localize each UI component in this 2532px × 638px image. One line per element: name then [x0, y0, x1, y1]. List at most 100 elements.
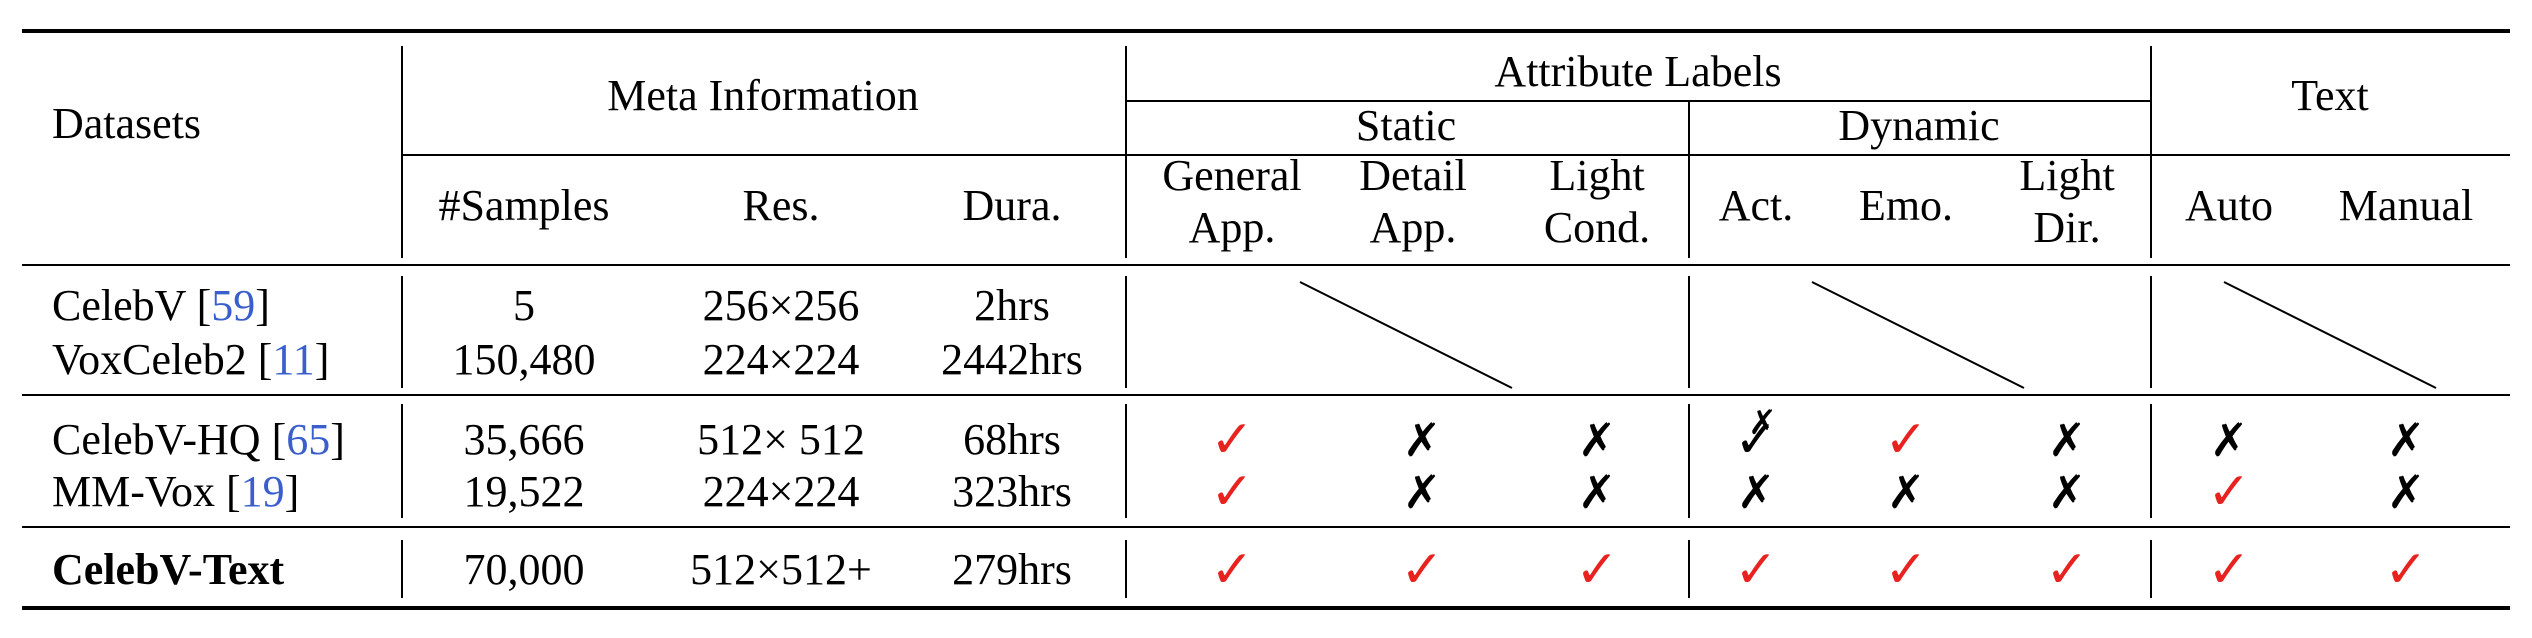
static-dynamic-separator — [1688, 100, 1690, 258]
res-cell: 256×256 — [702, 281, 860, 330]
dataset-name: CelebV-HQ — [52, 415, 272, 464]
header-general-app-line2: App. — [1188, 203, 1276, 252]
bottom-rule — [22, 606, 2510, 610]
check-mark-icon: ✓ — [1884, 410, 1928, 470]
attribute-text-separator — [2150, 404, 2152, 518]
header-res: Res. — [742, 181, 820, 230]
header-samples: #Samples — [438, 181, 610, 230]
datasets-column-separator — [401, 404, 403, 518]
header-light-dir: Light Dir. — [2019, 150, 2114, 254]
citation-link[interactable]: 65 — [286, 415, 331, 464]
meta-column-separator — [1125, 540, 1127, 598]
cross-mark-icon: ✗ — [1402, 413, 1442, 467]
attribute-labels-underline — [1126, 100, 2150, 102]
res-cell: 224×224 — [702, 467, 860, 516]
static-dynamic-separator — [1688, 276, 1690, 388]
header-bottom-rule — [22, 264, 2510, 266]
header-datasets: Datasets — [52, 99, 202, 148]
attribute-text-separator — [2150, 540, 2152, 598]
header-meta-information: Meta Information — [607, 71, 919, 120]
check-mark-icon: ✓ — [1400, 540, 1444, 600]
partial-check-icon: ✓ ✗ — [1734, 403, 1778, 470]
check-mark-icon: ✓ — [2384, 540, 2428, 600]
header-detail-app-line2: App. — [1369, 203, 1457, 252]
header-light-dir-line2: Dir. — [2033, 203, 2101, 252]
citation-link[interactable]: 59 — [211, 281, 256, 330]
dataset-name-mm-vox: MM-Vox [19] — [52, 467, 300, 516]
static-dynamic-separator — [1688, 540, 1690, 598]
header-detail-app: Detail App. — [1359, 150, 1467, 254]
check-mark-icon: ✓ — [2207, 540, 2251, 600]
check-mark-icon: ✓ — [1575, 540, 1619, 600]
dura-cell: 323hrs — [952, 467, 1072, 516]
header-auto: Auto — [2185, 181, 2273, 230]
samples-cell: 5 — [513, 281, 535, 330]
check-mark-icon: ✓ — [1210, 462, 1254, 522]
dataset-name-celebv-text: CelebV-Text — [52, 545, 285, 594]
dataset-name-celebv-hq: CelebV-HQ [65] — [52, 415, 345, 464]
cross-mark-icon: ✗ — [2209, 413, 2249, 467]
meta-column-separator — [1125, 276, 1127, 388]
group1-bottom-rule — [22, 394, 2510, 396]
header-text: Text — [2291, 71, 2369, 120]
dataset-name: VoxCeleb2 — [52, 335, 258, 384]
header-general-app-line1: General — [1162, 151, 1302, 200]
samples-cell: 35,666 — [463, 415, 585, 464]
check-mark-icon: ✓ — [2045, 540, 2089, 600]
partial-cross-stroke-icon: ✗ — [1748, 403, 1777, 443]
cross-mark-icon: ✗ — [2047, 465, 2087, 519]
cross-mark-icon: ✗ — [2047, 413, 2087, 467]
attribute-text-separator — [2150, 276, 2152, 388]
citation-link[interactable]: 11 — [272, 335, 315, 384]
header-act: Act. — [1718, 181, 1794, 230]
cross-mark-icon: ✗ — [1736, 465, 1776, 519]
group-header-underline — [402, 154, 2510, 156]
dataset-name-celebv: CelebV [59] — [52, 281, 270, 330]
cross-mark-icon: ✗ — [1886, 465, 1926, 519]
header-emo: Emo. — [1858, 181, 1954, 230]
header-static: Static — [1355, 101, 1457, 150]
datasets-column-separator — [401, 276, 403, 388]
dura-cell: 279hrs — [952, 545, 1072, 594]
meta-column-separator — [1125, 404, 1127, 518]
dataset-name: CelebV — [52, 281, 197, 330]
header-light-cond: Light Cond. — [1544, 150, 1650, 254]
check-mark-icon: ✓ — [1884, 540, 1928, 600]
header-light-cond-line1: Light — [1549, 151, 1645, 200]
dura-cell: 2442hrs — [941, 335, 1083, 384]
dura-cell: 68hrs — [963, 415, 1061, 464]
res-cell: 512×512+ — [690, 545, 872, 594]
samples-cell: 70,000 — [463, 545, 585, 594]
header-general-app: General App. — [1162, 150, 1301, 254]
header-detail-app-line1: Detail — [1359, 151, 1467, 200]
check-mark-icon: ✓ — [2207, 462, 2251, 522]
dataset-name: MM-Vox — [52, 467, 227, 516]
static-dynamic-separator — [1688, 404, 1690, 518]
check-mark-icon: ✓ — [1210, 410, 1254, 470]
dynamic-na-diagonal — [1811, 281, 2025, 389]
samples-cell: 19,522 — [463, 467, 585, 516]
static-na-diagonal — [1299, 281, 1513, 389]
header-dura: Dura. — [962, 181, 1062, 230]
header-dynamic: Dynamic — [1838, 101, 2000, 150]
header-attribute-labels: Attribute Labels — [1494, 47, 1782, 96]
cross-mark-icon: ✗ — [2386, 413, 2426, 467]
meta-column-separator — [1125, 46, 1127, 258]
cross-mark-icon: ✗ — [1577, 413, 1617, 467]
datasets-column-separator — [401, 540, 403, 598]
group2-bottom-rule — [22, 526, 2510, 528]
attribute-text-separator — [2150, 46, 2152, 258]
dura-cell: 2hrs — [974, 281, 1050, 330]
header-light-dir-line1: Light — [2019, 151, 2115, 200]
header-light-cond-line2: Cond. — [1543, 203, 1651, 252]
cross-mark-icon: ✗ — [2386, 465, 2426, 519]
dataset-name-voxceleb2: VoxCeleb2 [11] — [52, 335, 330, 384]
cross-mark-icon: ✗ — [1402, 465, 1442, 519]
citation-link[interactable]: 19 — [240, 467, 285, 516]
check-mark-icon: ✓ — [1210, 540, 1254, 600]
header-manual: Manual — [2338, 181, 2474, 230]
text-na-diagonal — [2223, 281, 2437, 389]
res-cell: 512× 512 — [697, 415, 865, 464]
check-mark-icon: ✓ — [1734, 540, 1778, 600]
